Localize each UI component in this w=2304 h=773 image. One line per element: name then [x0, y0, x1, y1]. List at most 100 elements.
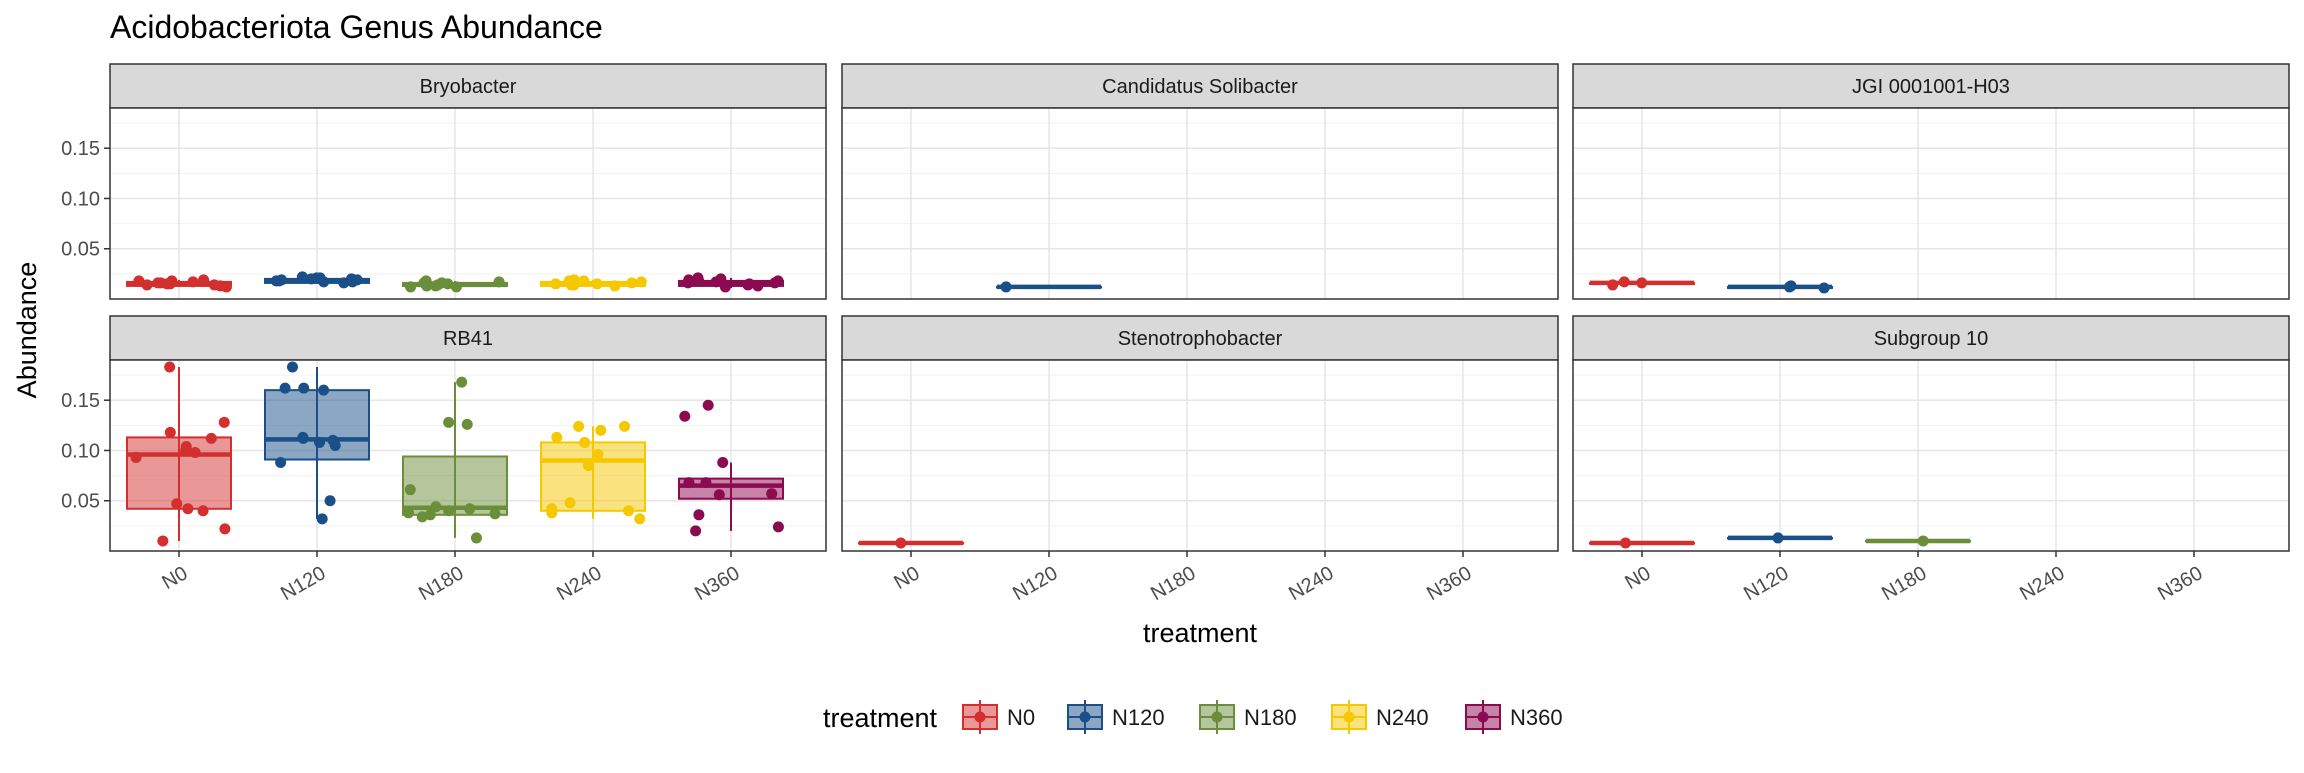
data-point	[182, 503, 194, 515]
y-tick-label: 0.15	[61, 138, 100, 160]
data-point	[634, 513, 646, 525]
data-point	[719, 281, 731, 293]
y-tick-label: 0.10	[61, 440, 100, 462]
data-point	[1620, 537, 1632, 549]
x-tick-label: N360	[691, 562, 743, 605]
data-point	[1783, 281, 1795, 293]
data-point	[595, 424, 607, 436]
x-tick-label: N120	[277, 562, 329, 605]
data-point	[626, 277, 638, 289]
data-point	[717, 457, 729, 469]
facet-panel: Candidatus Solibacter	[841, 63, 1559, 300]
data-point	[619, 420, 631, 432]
plot-background	[1573, 108, 2289, 299]
data-point	[470, 532, 482, 544]
facet-strip-label: Candidatus Solibacter	[1102, 76, 1298, 98]
boxplot-group	[996, 281, 1102, 293]
data-point	[314, 436, 326, 448]
data-point	[305, 273, 317, 285]
data-point	[679, 410, 691, 422]
legend-item: N180	[1199, 700, 1297, 734]
y-tick-label: 0.05	[61, 491, 100, 513]
data-point	[1636, 277, 1648, 289]
facet-strip-label: Bryobacter	[420, 76, 517, 98]
facet-strip	[841, 63, 1559, 109]
y-tick-label: 0.10	[61, 188, 100, 210]
facet-panel: Bryobacter 0.05 0.10 0.15	[61, 63, 827, 300]
data-point	[430, 501, 442, 513]
data-point	[692, 272, 704, 284]
data-point	[461, 418, 473, 430]
data-point	[197, 505, 209, 517]
boxplot-group	[540, 420, 646, 525]
data-point	[690, 525, 702, 537]
boxplot-group	[678, 399, 784, 537]
data-point	[157, 535, 169, 547]
x-tick-label: N180	[415, 562, 467, 605]
data-point	[592, 448, 604, 460]
facet-strip-label: Subgroup 10	[1874, 328, 1989, 350]
y-tick-label: 0.15	[61, 390, 100, 412]
data-point	[219, 523, 231, 535]
boxplot-box	[126, 436, 232, 510]
data-point	[551, 431, 563, 443]
boxplot-group	[1727, 280, 1833, 294]
data-point	[141, 279, 153, 291]
plot-background	[842, 360, 1558, 551]
facet-panel: Stenotrophobacter N0 N120 N180 N240 N360	[841, 315, 1559, 605]
data-point	[579, 436, 591, 448]
data-point	[713, 489, 725, 501]
x-tick-label: N120	[1009, 562, 1061, 605]
data-point	[591, 278, 603, 290]
data-point	[635, 276, 647, 288]
data-point	[493, 276, 505, 288]
facet-strip-label: JGI 0001001-H03	[1852, 76, 2010, 98]
legend: treatment N0 N120 N180 N240 N360	[823, 700, 1563, 734]
data-point	[404, 484, 416, 496]
data-point	[565, 279, 577, 291]
boxplot-group	[264, 361, 370, 525]
data-point	[403, 507, 415, 519]
boxplot-group	[1727, 532, 1833, 544]
data-point	[693, 509, 705, 521]
data-point	[609, 280, 621, 292]
data-point	[1607, 279, 1619, 291]
legend-item: N0	[962, 700, 1035, 734]
x-axis-label: treatment	[1143, 618, 1258, 648]
plot-background	[1573, 360, 2289, 551]
data-point	[345, 273, 357, 285]
x-tick-label: N240	[553, 562, 605, 605]
data-point	[298, 382, 310, 394]
x-tick-label: N0	[158, 562, 191, 594]
data-point	[442, 278, 454, 290]
legend-label: N240	[1376, 705, 1429, 730]
boxplot-box	[402, 455, 508, 516]
data-point	[464, 503, 476, 515]
data-point	[450, 281, 462, 293]
boxplot-group	[540, 274, 647, 292]
boxplot-group	[678, 272, 784, 293]
x-tick-label: N360	[1423, 562, 1475, 605]
data-point	[297, 432, 309, 444]
panel-border	[841, 107, 1559, 300]
data-point	[1618, 276, 1630, 288]
facet-panel: Subgroup 10 N0 N120 N180 N240 N360	[1572, 315, 2290, 605]
plot-background	[842, 108, 1558, 299]
data-point	[682, 277, 694, 289]
x-tick-label: N360	[2154, 562, 2206, 605]
boxplot-group	[264, 271, 370, 289]
data-point	[421, 278, 433, 290]
data-point	[296, 271, 308, 283]
x-tick-label: N180	[1147, 562, 1199, 605]
data-point	[550, 278, 562, 290]
data-point	[130, 452, 142, 464]
data-point	[273, 275, 285, 287]
data-point	[443, 416, 455, 428]
data-point	[564, 497, 576, 509]
data-point	[489, 508, 501, 520]
legend-label: N360	[1510, 705, 1563, 730]
data-point	[198, 274, 210, 286]
data-point	[416, 511, 428, 523]
data-point	[715, 273, 727, 285]
data-point	[1917, 535, 1929, 547]
